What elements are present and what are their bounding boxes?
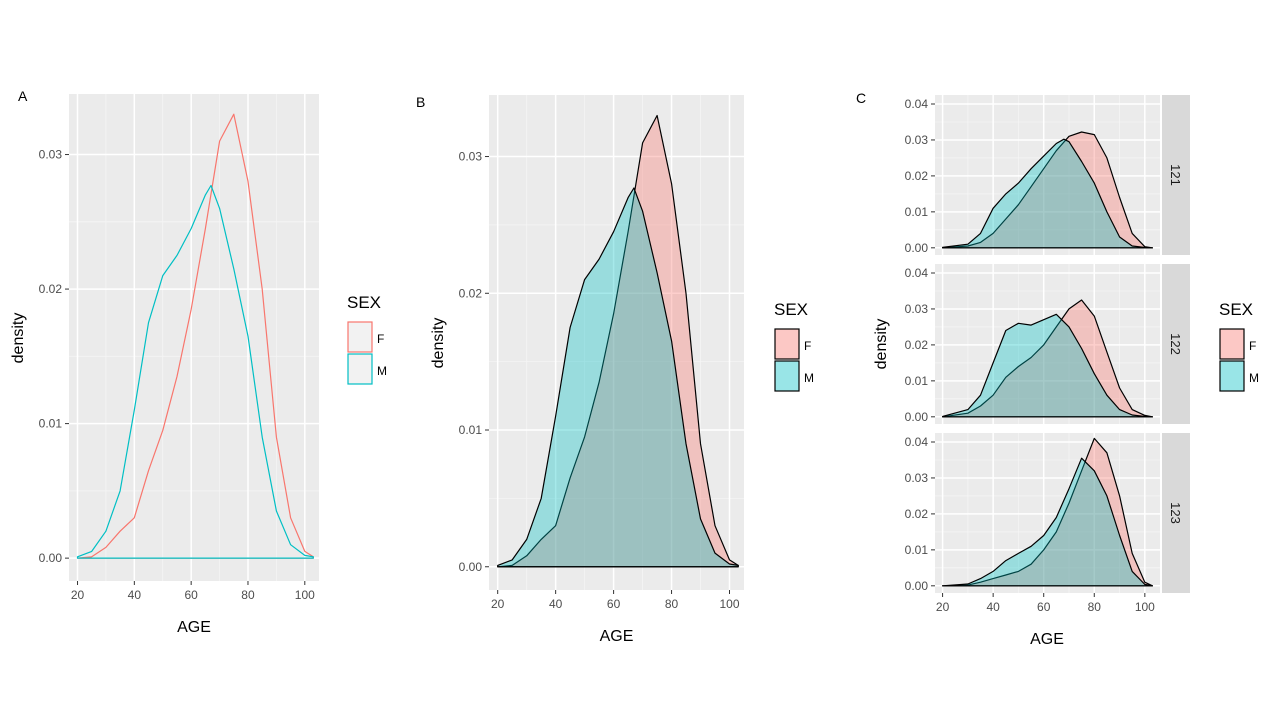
legend-label-f: F <box>1249 339 1256 353</box>
x-tick-label: 40 <box>986 600 1000 614</box>
x-axis-title: AGE <box>177 619 211 636</box>
y-tick-label: 0.02 <box>905 507 929 521</box>
x-tick-label: 20 <box>71 588 85 602</box>
x-tick-label: 60 <box>184 588 198 602</box>
legend-key-m <box>347 353 373 385</box>
y-tick-label: 0.01 <box>459 423 483 437</box>
y-axis-title: density <box>10 313 27 364</box>
x-tick-label: 80 <box>1088 600 1102 614</box>
y-tick-label: 0.01 <box>905 374 929 388</box>
y-tick-label: 0.00 <box>39 551 63 565</box>
density-area-m <box>941 457 1154 587</box>
y-tick-label: 0.04 <box>905 435 929 449</box>
x-axis-title: AGE <box>600 628 634 645</box>
facet-strip <box>1162 264 1190 424</box>
facet-123: 0.00 0.01 0.02 0.03 0.04 20 40 60 80 100 123 <box>905 433 1190 614</box>
y-tick-label: 0.02 <box>459 286 483 300</box>
legend-label-m: M <box>1249 371 1259 385</box>
legend-title: SEX <box>1219 300 1253 319</box>
density-area-m <box>497 187 739 568</box>
y-tick-label: 0.03 <box>905 302 929 316</box>
x-tick-label: 100 <box>295 588 315 602</box>
legend-key-f <box>347 321 373 353</box>
density-area-m <box>941 313 1154 418</box>
y-tick-label: 0.01 <box>905 543 929 557</box>
facet-122: 0.00 0.01 0.02 0.03 0.04 122 <box>905 264 1190 424</box>
x-tick-label: 80 <box>241 588 255 602</box>
x-tick-label: 40 <box>128 588 142 602</box>
y-tick-label: 0.03 <box>459 150 483 164</box>
facet-strip-label: 123 <box>1168 502 1183 524</box>
plot-background <box>489 95 744 590</box>
y-tick-label: 0.01 <box>905 205 929 219</box>
y-axis-title: density <box>430 318 447 369</box>
y-tick-label: 0.04 <box>905 97 929 111</box>
x-tick-label: 60 <box>607 597 621 611</box>
facet-strip <box>1162 433 1190 593</box>
facet-strip-label: 121 <box>1168 164 1183 186</box>
x-tick-label: 40 <box>549 597 563 611</box>
y-tick-label: 0.03 <box>905 471 929 485</box>
panel-label: C <box>856 90 866 106</box>
legend-label-m: M <box>377 364 387 378</box>
panel-a: A 0.00 0.01 0.02 0.03 20 40 60 80 100 AGE density SE… <box>10 88 387 636</box>
legend-key-f <box>1219 328 1245 360</box>
density-area-f <box>941 299 1154 418</box>
legend-label-m: M <box>804 371 814 385</box>
legend-title: SEX <box>347 293 381 312</box>
facet-strip-label: 122 <box>1168 333 1183 355</box>
y-axis-title: density <box>873 319 890 370</box>
x-tick-label: 80 <box>665 597 679 611</box>
y-tick-label: 0.00 <box>905 410 929 424</box>
x-axis-title: AGE <box>1030 631 1064 648</box>
panel-c: C 0.00 0.01 0.02 0.03 0.04 121 0.00 0.01 0.02 0.03… <box>856 90 1259 648</box>
y-tick-label: 0.02 <box>905 338 929 352</box>
x-tick-label: 100 <box>719 597 739 611</box>
y-tick-label: 0.02 <box>905 169 929 183</box>
x-tick-label: 20 <box>936 600 950 614</box>
y-tick-label: 0.00 <box>905 579 929 593</box>
x-tick-label: 60 <box>1037 600 1051 614</box>
density-area-m <box>941 138 1154 249</box>
y-tick-label: 0.00 <box>905 241 929 255</box>
y-tick-label: 0.02 <box>39 282 63 296</box>
panel-label: B <box>416 94 425 110</box>
density-line-m <box>76 184 314 559</box>
x-tick-label: 20 <box>491 597 505 611</box>
density-line-f <box>76 113 314 559</box>
y-tick-label: 0.03 <box>39 148 63 162</box>
legend-title: SEX <box>774 300 808 319</box>
density-area-f <box>941 437 1154 587</box>
legend-label-f: F <box>377 332 384 346</box>
y-tick-label: 0.04 <box>905 266 929 280</box>
density-area-f <box>941 131 1154 249</box>
facet-strip <box>1162 95 1190 255</box>
facet-121: 0.00 0.01 0.02 0.03 0.04 121 <box>905 95 1190 255</box>
plot-background <box>69 94 319 581</box>
legend-key-m <box>1219 360 1245 392</box>
legend-label-f: F <box>804 339 811 353</box>
y-tick-label: 0.03 <box>905 133 929 147</box>
legend-key-f <box>774 328 800 360</box>
x-tick-label: 100 <box>1135 600 1155 614</box>
density-area-f <box>497 114 739 568</box>
panel-label: A <box>18 88 28 104</box>
legend-key-m <box>774 360 800 392</box>
panel-b: B 0.00 0.01 0.02 0.03 20 40 60 80 100 AGE density SE… <box>416 94 814 645</box>
y-tick-label: 0.01 <box>39 417 63 431</box>
y-tick-label: 0.00 <box>459 560 483 574</box>
